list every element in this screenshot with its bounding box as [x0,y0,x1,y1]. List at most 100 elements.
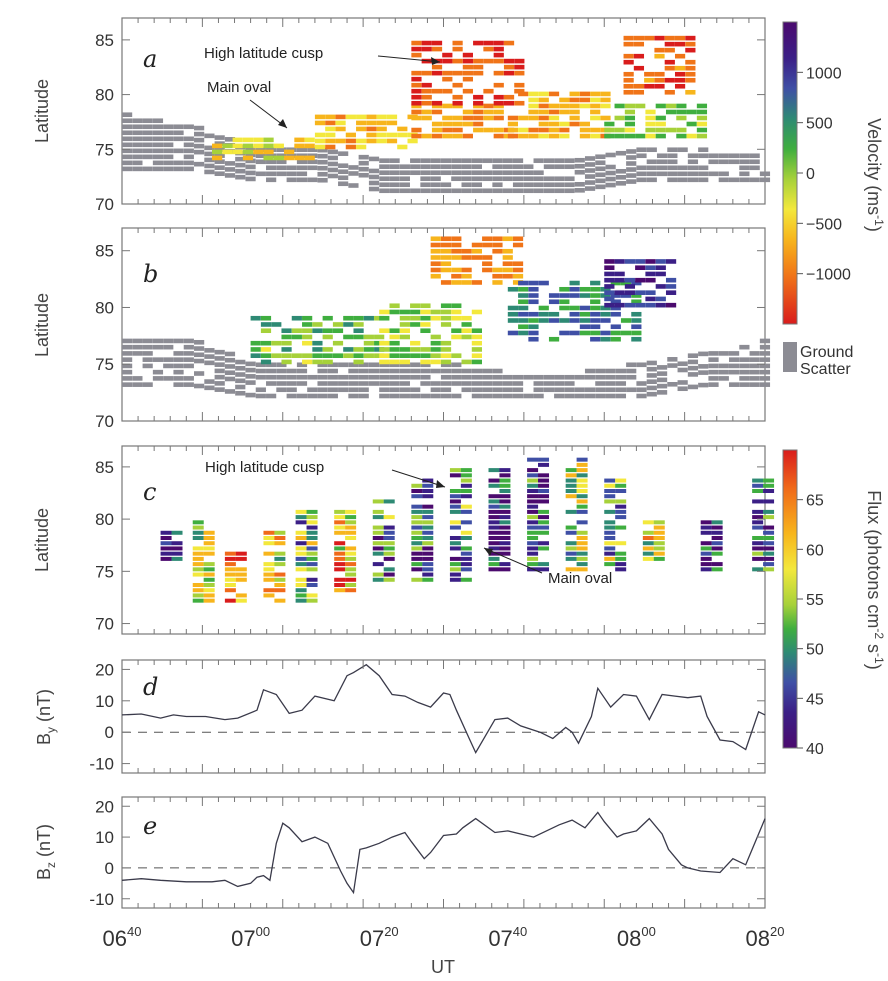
ground-scatter-cell [410,362,421,368]
velocity-cell [635,103,646,109]
ground-scatter-cell [224,137,236,142]
velocity-cell [635,277,646,283]
ground-scatter-cell [327,149,338,155]
flux-cell [306,556,318,561]
ground-scatter-cell [348,171,359,176]
ground-scatter-cell [739,159,750,165]
velocity-cell [528,115,539,121]
velocity-cell [430,315,441,321]
ground-scatter-cell [399,188,410,194]
flux-cell [449,499,461,504]
ground-scatter-cell [512,188,524,194]
velocity-cell [374,340,385,346]
x-tick-label: 0640 [103,924,142,951]
flux-cell [334,525,346,530]
velocity-cell [685,35,696,41]
ground-scatter-cell [533,387,544,393]
velocity-cell [430,261,441,267]
flux-cell [224,551,236,556]
ground-scatter-cell [605,176,616,182]
velocity-cell [322,359,333,365]
flux-cell [538,562,550,567]
velocity-cell [514,82,525,88]
velocity-cell [442,76,453,82]
velocity-cell [528,324,539,330]
flux-cell [224,577,236,582]
velocity-cell [559,97,570,103]
flux-cell [345,556,357,561]
y-tick-label: 70 [95,412,114,431]
velocity-cell [600,103,611,109]
ground-scatter-cell [461,381,472,386]
ylabel-b: Latitude [32,293,52,357]
ground-scatter-cell [338,151,349,156]
ground-scatter-cell [626,161,637,166]
ground-scatter-cell [296,171,308,177]
velocity-cell [538,91,549,97]
flux-cell [306,583,318,587]
ground-scatter-cell [194,161,205,167]
flux-cell [538,499,550,504]
velocity-cell [674,53,686,59]
ground-scatter-cell [595,160,606,166]
flux-cell [411,546,423,551]
velocity-cell [471,242,482,248]
ground-scatter-cell [471,387,482,393]
velocity-cell [451,280,462,285]
ground-scatter-cell [276,171,287,177]
ground-scatter-cell [204,133,215,139]
flux-cell [203,572,215,577]
velocity-cell [548,318,560,323]
velocity-cell [430,255,441,260]
ground-scatter-cell [626,374,637,380]
ground-scatter-cell [368,156,380,162]
ground-scatter-cell [605,393,616,399]
ground-scatter-cell [687,177,699,183]
velocity-cell [379,347,390,352]
ground-scatter-cell [492,158,503,163]
ground-scatter-cell [152,148,164,154]
velocity-cell [579,305,591,311]
flux-cell [527,473,539,478]
velocity-cell [302,340,313,346]
ground-scatter-cell [564,381,575,386]
ground-scatter-cell [523,170,534,176]
velocity-cell [620,318,632,323]
flux-cell [700,530,712,535]
velocity-cell [512,242,524,248]
velocity-cell [631,318,642,323]
ground-scatter-cell [276,374,287,380]
velocity-cell [471,309,482,315]
velocity-cell [493,52,504,58]
flux-cell [306,541,318,546]
velocity-cell [635,302,646,308]
flux-cell [372,536,384,540]
ground-scatter-cell [698,165,709,171]
ground-scatter-cell [543,182,555,188]
velocity-cell [492,267,503,273]
flux-cell [274,541,286,546]
flux-cell [576,509,588,514]
velocity-cell [366,132,377,138]
velocity-cell [345,138,356,144]
flux-cell [499,525,511,530]
annotation-cusp-c: High latitude cusp [205,459,324,476]
flux-cell [642,520,654,525]
velocity-cell [624,277,636,283]
ground-scatter-cell [646,379,657,384]
flux-cell [411,567,423,572]
flux-cell [576,473,588,478]
ylabel-d: By (nT) [34,689,58,745]
velocity-cell [411,76,422,82]
velocity-cell [471,280,482,285]
flux-cell [334,520,346,525]
ground-scatter-cell [173,357,184,362]
velocity-cell [548,103,560,109]
ground-scatter-cell [687,384,699,390]
velocity-cell [379,359,390,365]
velocity-cell [569,115,580,121]
ground-scatter-cell [656,365,668,370]
xlabel-ut: UT [431,957,455,977]
velocity-cell [440,347,452,352]
velocity-cell [399,334,410,340]
